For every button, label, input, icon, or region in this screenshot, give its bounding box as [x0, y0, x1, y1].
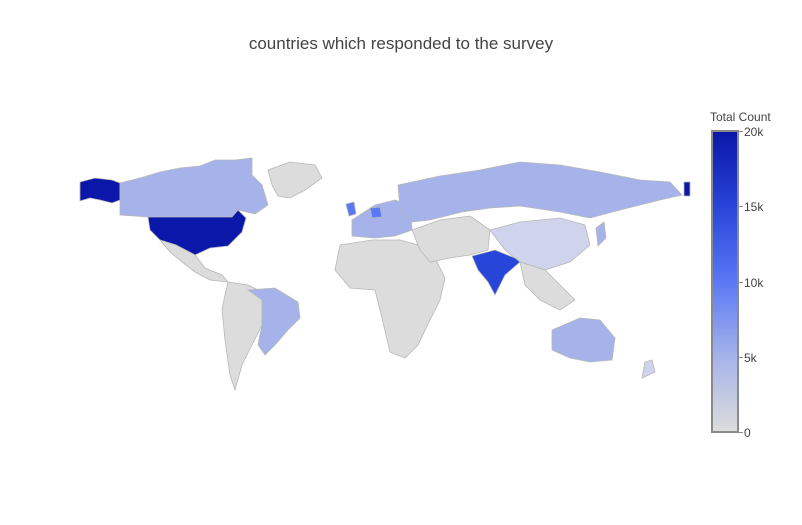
colorbar-tick-mark [739, 432, 743, 433]
country-south-america[interactable] [221, 281, 263, 392]
country-uk[interactable] [345, 201, 357, 217]
colorbar-tick-mark [739, 357, 743, 358]
country-india[interactable] [471, 249, 521, 296]
colorbar-title: Total Count [710, 110, 771, 124]
colorbar-tick-0: 0 [744, 426, 751, 440]
colorbar-tick-mark [739, 282, 743, 283]
colorbar-tick-10k: 10k [744, 276, 764, 290]
country-australia[interactable] [551, 317, 616, 363]
chart-title: countries which responded to the survey [248, 34, 554, 53]
country-usa-alaska[interactable] [79, 177, 121, 204]
country-greenland[interactable] [267, 161, 323, 199]
country-russia[interactable] [397, 161, 683, 223]
country-canada[interactable] [119, 157, 269, 218]
country-brazil[interactable] [246, 287, 301, 356]
colorbar-tick-mark [739, 206, 743, 207]
colorbar-tick-15k: 15k [744, 200, 764, 214]
country-middle-east[interactable] [411, 215, 491, 263]
countries-layer [79, 157, 691, 392]
country-russia-east-tip[interactable] [683, 181, 691, 197]
country-japan[interactable] [595, 221, 607, 247]
country-usa[interactable] [147, 209, 247, 256]
country-southeast-asia[interactable] [519, 261, 576, 311]
country-germany[interactable] [369, 206, 383, 219]
colorbar-tick-mark [739, 131, 743, 132]
colorbar [711, 130, 739, 433]
colorbar-tick-20k: 20k [744, 125, 764, 139]
country-new-zealand[interactable] [641, 359, 656, 379]
country-africa[interactable] [334, 239, 446, 359]
colorbar-tick-5k: 5k [744, 351, 757, 365]
country-china[interactable] [489, 217, 591, 271]
